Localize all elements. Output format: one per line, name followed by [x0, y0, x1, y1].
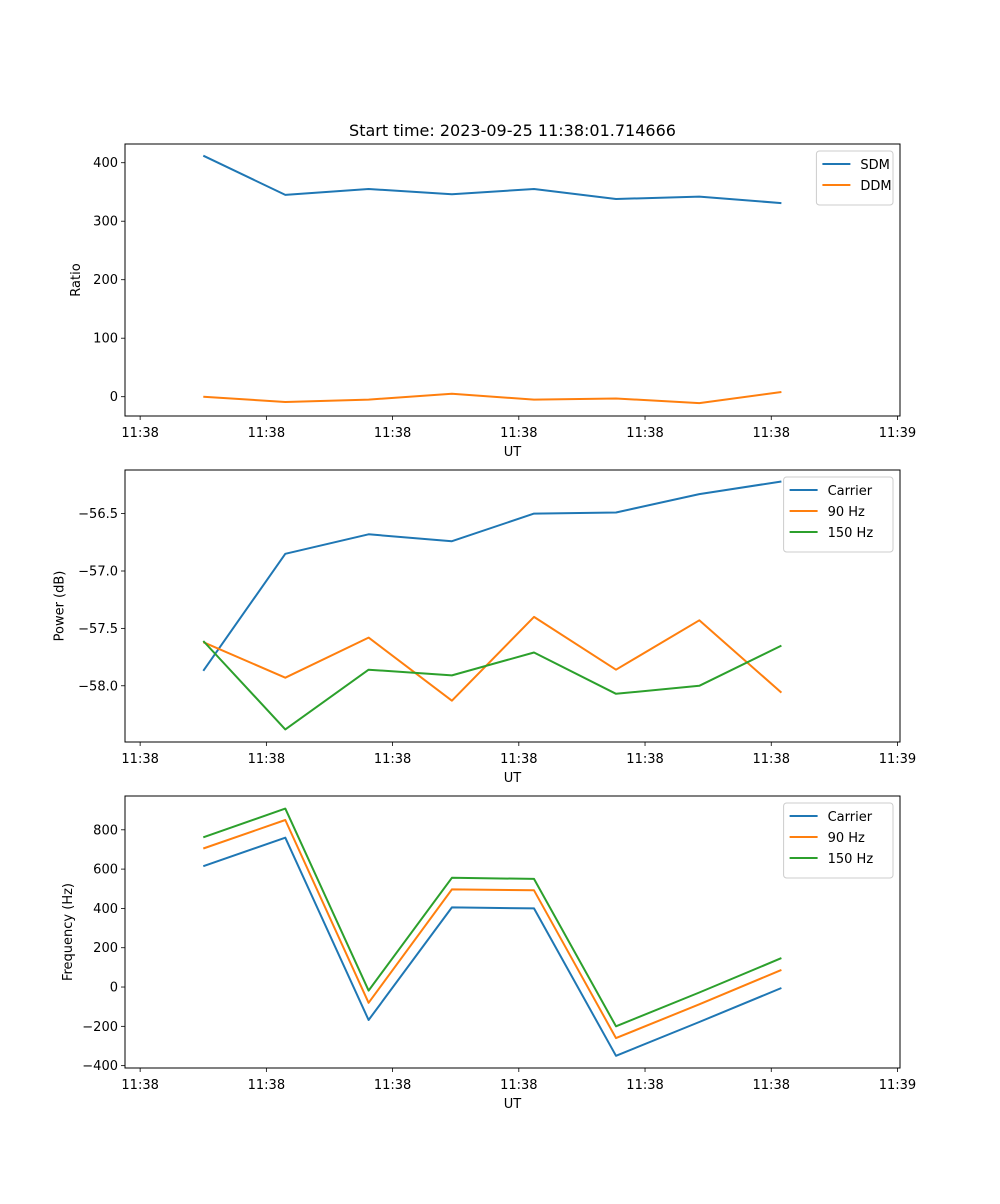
x-axis-label: UT	[504, 445, 522, 460]
legend: SDM DDM	[816, 151, 893, 205]
x-tick-label: 11:38	[626, 1078, 663, 1093]
y-axis-label: Frequency (Hz)	[61, 883, 76, 981]
chart-title: Start time: 2023-09-25 11:38:01.714666	[349, 121, 676, 140]
series-line-sdm	[203, 156, 781, 203]
legend-label: DDM	[860, 179, 891, 194]
y-tick-label: −56.5	[78, 507, 118, 522]
legend-label: 150 Hz	[828, 526, 874, 541]
subplot-1: Start time: 2023-09-25 11:38:01.714666 11…	[69, 121, 916, 460]
x-tick-label: 11:38	[374, 752, 411, 767]
legend: Carrier 90 Hz 150 Hz	[784, 803, 893, 878]
legend-label: Carrier	[828, 810, 873, 825]
legend-label: Carrier	[828, 484, 873, 499]
y-tick-label: 200	[93, 273, 118, 288]
y-tick-label: 800	[93, 823, 118, 838]
x-tick-label: 11:38	[374, 1078, 411, 1093]
series-line-carrier	[203, 482, 781, 671]
y-tick-label: 100	[93, 332, 118, 347]
y-tick-label: 400	[93, 902, 118, 917]
y-tick-label: 300	[93, 215, 118, 230]
x-axis-label: UT	[504, 1097, 522, 1112]
x-tick-label: 11:38	[626, 426, 663, 441]
series-line-90-hz	[203, 820, 781, 1038]
legend-label: 90 Hz	[828, 831, 865, 846]
y-tick-label: −200	[82, 1020, 118, 1035]
y-axis-label: Ratio	[69, 263, 84, 296]
x-tick-label: 11:38	[753, 1078, 790, 1093]
y-tick-label: 400	[93, 156, 118, 171]
x-tick-label: 11:39	[879, 1078, 916, 1093]
x-tick-label: 11:38	[121, 426, 158, 441]
x-tick-label: 11:38	[626, 752, 663, 767]
subplot-3: 11:38 11:38 11:38 11:38 11:38 11:38 11:39 UT −40…	[61, 796, 916, 1112]
y-tick-label: −400	[82, 1059, 118, 1074]
legend-label: SDM	[860, 158, 889, 173]
x-tick-label: 11:39	[879, 752, 916, 767]
x-tick-label: 11:38	[374, 426, 411, 441]
x-tick-label: 11:38	[500, 1078, 537, 1093]
x-tick-label: 11:38	[500, 426, 537, 441]
legend-label: 150 Hz	[828, 852, 874, 867]
y-tick-label: 0	[110, 981, 118, 996]
x-tick-label: 11:38	[753, 426, 790, 441]
x-tick-label: 11:38	[121, 1078, 158, 1093]
legend-label: 90 Hz	[828, 505, 865, 520]
x-tick-label: 11:38	[248, 752, 285, 767]
x-axis-label: UT	[504, 771, 522, 786]
y-tick-label: −57.0	[78, 564, 118, 579]
x-tick-label: 11:38	[753, 752, 790, 767]
legend: Carrier 90 Hz 150 Hz	[784, 477, 893, 552]
series-line-carrier	[203, 838, 781, 1056]
x-tick-label: 11:38	[248, 426, 285, 441]
x-tick-label: 11:39	[879, 426, 916, 441]
series-line-150-hz	[203, 641, 781, 729]
series-line-ddm	[203, 392, 781, 403]
y-tick-label: −58.0	[78, 679, 118, 694]
y-tick-label: 0	[110, 390, 118, 405]
y-axis-label: Power (dB)	[53, 571, 68, 642]
x-tick-label: 11:38	[500, 752, 537, 767]
axes-frame	[125, 144, 900, 416]
y-tick-label: 200	[93, 941, 118, 956]
series-line-150-hz	[203, 809, 781, 1027]
y-tick-label: 600	[93, 863, 118, 878]
y-tick-label: −57.5	[78, 622, 118, 637]
x-tick-label: 11:38	[248, 1078, 285, 1093]
x-tick-label: 11:38	[121, 752, 158, 767]
subplot-2: 11:38 11:38 11:38 11:38 11:38 11:38 11:39 UT −58…	[53, 470, 917, 786]
series-line-90-hz	[203, 617, 781, 701]
